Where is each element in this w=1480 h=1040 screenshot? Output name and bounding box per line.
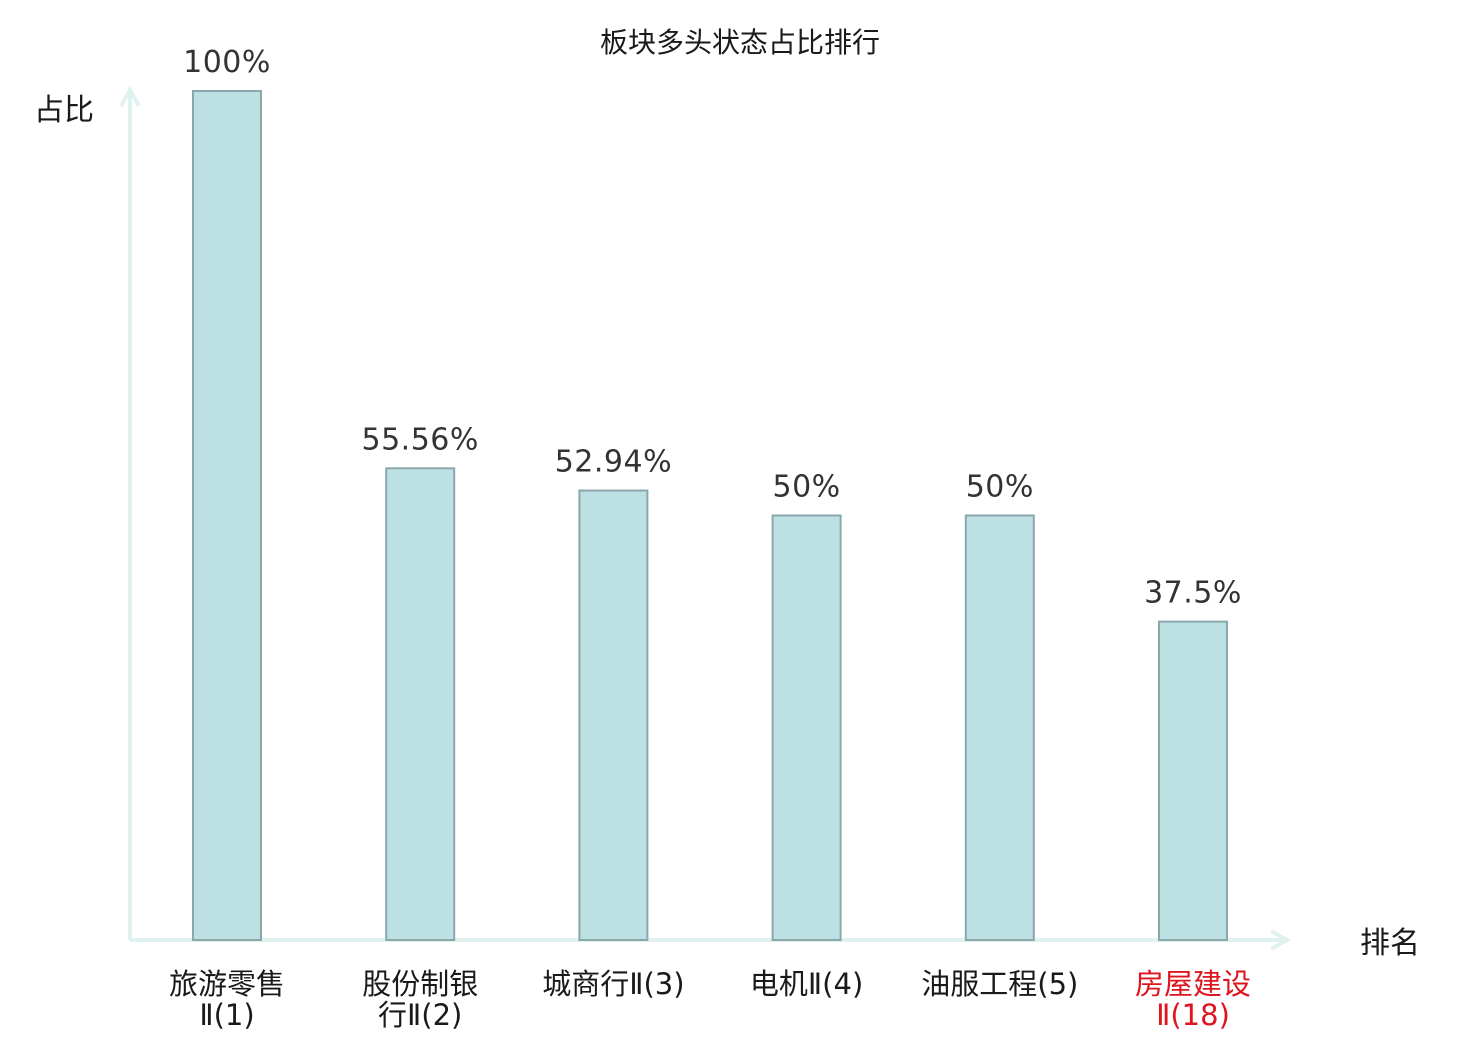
y-axis-arrow [119,85,141,107]
bar [578,489,649,941]
value-label: 50% [773,470,841,505]
value-label: 37.5% [1144,576,1242,611]
category-label: 房屋建设 [1135,967,1251,1001]
value-label: 100% [183,45,271,80]
chart-title: 板块多头状态占比排行 [600,26,880,59]
category-label-line2: 行Ⅱ(2) [378,998,462,1032]
category-label-line2: Ⅱ(18) [1156,998,1230,1032]
value-labels-group: 100% 55.56% 52.94% 50% 50% 37.5% [183,45,1242,611]
category-label-line2: Ⅱ(1) [199,998,254,1032]
category-label: 油服工程(5) [921,967,1078,1001]
bars-group [192,90,1228,941]
bar [964,514,1035,941]
bar [192,90,262,941]
y-axis-label: 占比 [34,93,94,128]
category-label: 股份制银 [362,967,478,1001]
category-label: 电机Ⅱ(4) [750,967,863,1001]
bar [771,514,842,941]
category-label: 城商行Ⅱ(3) [542,967,684,1001]
x-axis-label: 排名 [1360,926,1420,961]
category-label: 旅游零售 [169,967,285,1001]
value-label: 50% [966,470,1034,505]
x-axis-arrow [1270,929,1292,951]
value-label: 55.56% [362,422,479,457]
value-label: 52.94% [555,445,672,480]
bar [385,467,456,941]
axes [119,85,1292,951]
bar [1158,620,1228,941]
